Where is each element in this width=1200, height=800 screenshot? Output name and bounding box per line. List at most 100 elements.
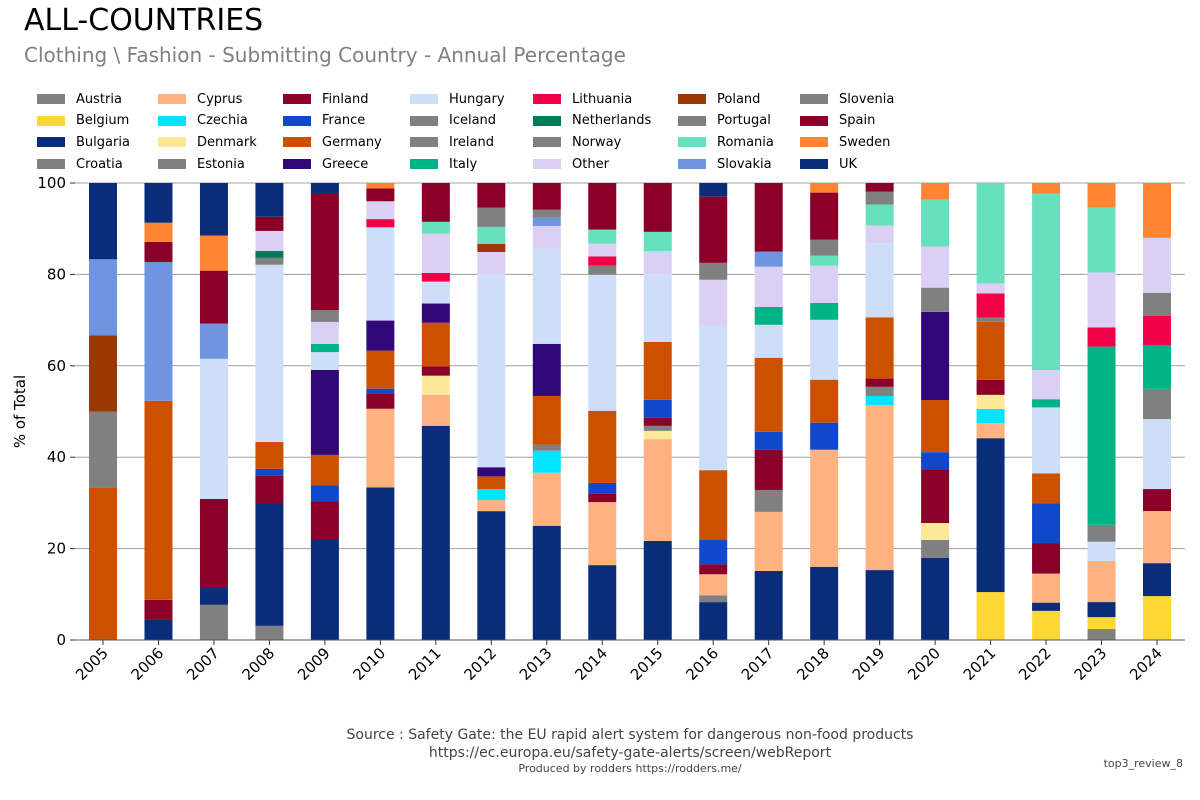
bar-segment-other-2018: Other 2018: 8.1% — [810, 265, 839, 303]
bar-segment-finland-2009: Finland 2009: 8.2% — [310, 501, 339, 540]
bar-2013: Bulgaria 2013: 25%Cyprus 2013: 11.6%Czec… — [532, 183, 561, 640]
legend-swatch — [800, 115, 828, 126]
bar-segment-cyprus-2018: Cyprus 2018: 25.6% — [810, 449, 839, 567]
legend-label: Spain — [839, 113, 876, 129]
legend-label: Iceland — [449, 113, 497, 129]
bar-segment-spain-2015: Spain 2015: 10.7% — [643, 183, 672, 232]
bar-segment-romania-2021: Romania 2021: 22% — [976, 183, 1005, 284]
bar-segment-lithuania-2011: Lithuania 2011: 1.9% — [421, 272, 450, 282]
legend-item-poland: Poland — [678, 90, 760, 108]
legend-item-slovakia: Slovakia — [678, 155, 772, 173]
bar-segment-finland-2015: Finland 2015: 1.8% — [643, 417, 672, 426]
bar-2016: Bulgaria 2016: 8.3%Croatia 2016: 1.5%Cyp… — [699, 183, 728, 640]
y-axis-label: % of Total — [11, 375, 29, 448]
legend-item-uk: UK — [800, 155, 857, 173]
bar-segment-slovenia-2018: Slovenia 2018: 3.5% — [810, 239, 839, 256]
x-tick-label: 2009 — [294, 644, 334, 684]
bar-2017: Bulgaria 2017: 15.1%Cyprus 2017: 12.9%Es… — [754, 183, 783, 640]
bar-segment-spain-2017: Spain 2017: 15% — [754, 183, 783, 252]
legend-swatch — [533, 94, 561, 104]
legend-item-croatia: Croatia — [37, 155, 123, 173]
legend-item-czechia: Czechia — [158, 112, 248, 130]
bar-segment-germany-2019: Germany 2019: 13.4% — [865, 317, 894, 379]
bar-segment-france-2014: France 2014: 2.4% — [588, 482, 617, 494]
legend-swatch — [158, 137, 186, 148]
bar-segment-bulgaria-2020: Bulgaria 2020: 18% — [921, 557, 950, 640]
y-tick-label: 60 — [47, 357, 66, 375]
bar-segment-belgium-2022: Belgium 2022: 6.4% — [1032, 610, 1061, 640]
legend-label: Norway — [572, 134, 622, 150]
bar-segment-sweden-2022: Sweden 2022: 2.3% — [1032, 183, 1061, 194]
bar-segment-germany-2009: Germany 2009: 6.7% — [310, 454, 339, 486]
bar-segment-cyprus-2024: Cyprus 2024: 11.4% — [1143, 510, 1171, 564]
legend-label: UK — [839, 156, 858, 172]
bar-segment-finland-2022: Finland 2022: 6.6% — [1032, 543, 1061, 574]
x-tick-label: 2018 — [793, 644, 833, 684]
legend-swatch — [37, 137, 65, 148]
legend-swatch — [410, 94, 438, 104]
legend-item-slovenia: Slovenia — [800, 90, 894, 108]
legend-item-france: France — [283, 112, 365, 130]
legend-item-finland: Finland — [283, 90, 368, 108]
bar-segment-france-2016: France 2016: 5.3% — [699, 540, 728, 565]
legend-label: Portugal — [717, 113, 771, 129]
legend-label: France — [322, 113, 366, 129]
bar-segment-finland-2007: Finland 2007: 19.3% — [199, 498, 228, 588]
bar-segment-bulgaria-2022: Bulgaria 2022: 1.8% — [1032, 602, 1061, 611]
x-tick-label: 2015 — [627, 644, 667, 684]
legend-label: Other — [572, 156, 609, 172]
bar-segment-cyprus-2010: Cyprus 2010: 17.2% — [366, 408, 395, 488]
bar-segment-hungary-2011: Hungary 2011: 4.8% — [421, 281, 450, 304]
bar-segment-cyprus-2015: Cyprus 2015: 22.3% — [643, 439, 672, 541]
bar-segment-sweden-2010: Sweden 2010: 1.2% — [366, 183, 395, 189]
bar-segment-bulgaria-2015: Bulgaria 2015: 21.7% — [643, 540, 672, 640]
bar-segment-italy-2023: Italy 2023: 39% — [1087, 346, 1116, 525]
bar-segment-estonia-2015: Estonia 2015: 1.1% — [643, 425, 672, 431]
bar-segment-cyprus-2016: Cyprus 2016: 4.6% — [699, 574, 728, 596]
bar-segment-greece-2011: Greece 2011: 4.2% — [421, 303, 450, 323]
bar-segment-denmark-2020: Denmark 2020: 3.7% — [921, 523, 950, 540]
bar-segment-bulgaria-2013: Bulgaria 2013: 25% — [532, 525, 561, 640]
legend-swatch — [800, 94, 828, 104]
legend-swatch — [410, 115, 438, 126]
bar-segment-germany-2014: Germany 2014: 15.8% — [588, 410, 617, 483]
bar-segment-other-2023: Other 2023: 12% — [1087, 272, 1116, 328]
bar-segment-bulgaria-2010: Bulgaria 2010: 33.4% — [366, 487, 395, 640]
bar-2014: Bulgaria 2014: 16.4%Cyprus 2014: 13.8%Fi… — [588, 183, 617, 640]
legend-swatch — [37, 115, 65, 126]
bar-segment-bulgaria-2007: Bulgaria 2007: 3.9% — [199, 587, 228, 605]
bar-segment-bulgaria-2014: Bulgaria 2014: 16.4% — [588, 565, 617, 640]
bar-2005: Germany 2005: 33.3%Ireland 2005: 16.7%Po… — [89, 183, 117, 640]
bar-2008: Austria 2008: 3.1%Bulgaria 2008: 26.8%Fi… — [255, 183, 284, 640]
bar-segment-other-2011: Other 2011: 8.6% — [421, 233, 450, 273]
bar-segment-other-2009: Other 2009: 4.8% — [310, 321, 339, 344]
legend-swatch — [158, 159, 186, 170]
bar-segment-portugal-2009: Portugal 2009: 2.6% — [310, 310, 339, 322]
bar-segment-hungary-2007: Hungary 2007: 30.7% — [199, 358, 228, 499]
bar-segment-denmark-2015: Denmark 2015: 1.8% — [643, 430, 672, 440]
legend-item-romania: Romania — [678, 133, 774, 151]
bar-segment-france-2015: France 2015: 3.9% — [643, 399, 672, 418]
bar-segment-slovakia-2006: Slovakia 2006: 30.4% — [144, 261, 173, 401]
legend-label: Romania — [717, 134, 774, 150]
bar-segment-cyprus-2021: Cyprus 2021: 3.3% — [976, 423, 1005, 439]
bar-segment-hungary-2018: Hungary 2018: 13.1% — [810, 319, 839, 380]
x-tick-label: 2008 — [239, 644, 279, 684]
bar-segment-other-2016: Other 2016: 9.9% — [699, 279, 728, 325]
legend-label: Denmark — [197, 134, 257, 150]
bar-segment-cyprus-2013: Cyprus 2013: 11.6% — [532, 472, 561, 526]
bar-segment-other-2012: Other 2012: 4.8% — [477, 252, 506, 274]
bar-segment-sweden-2007: Sweden 2007: 7.7% — [199, 235, 228, 271]
x-tick-label: 2019 — [849, 644, 889, 684]
x-tick-label: 2010 — [349, 644, 389, 684]
y-tick-label: 40 — [47, 448, 66, 466]
bar-segment-greece-2020: Greece 2020: 19.3% — [921, 311, 950, 401]
bar-segment-sweden-2020: Sweden 2020: 3.6% — [921, 183, 950, 200]
legend-label: Estonia — [197, 156, 245, 172]
legend-item-spain: Spain — [800, 112, 875, 130]
legend-label: Slovakia — [717, 156, 772, 172]
legend-label: Lithuania — [572, 91, 633, 107]
bar-segment-spain-2013: Spain 2013: 5.8% — [532, 183, 561, 210]
x-tick-label: 2006 — [128, 644, 168, 684]
